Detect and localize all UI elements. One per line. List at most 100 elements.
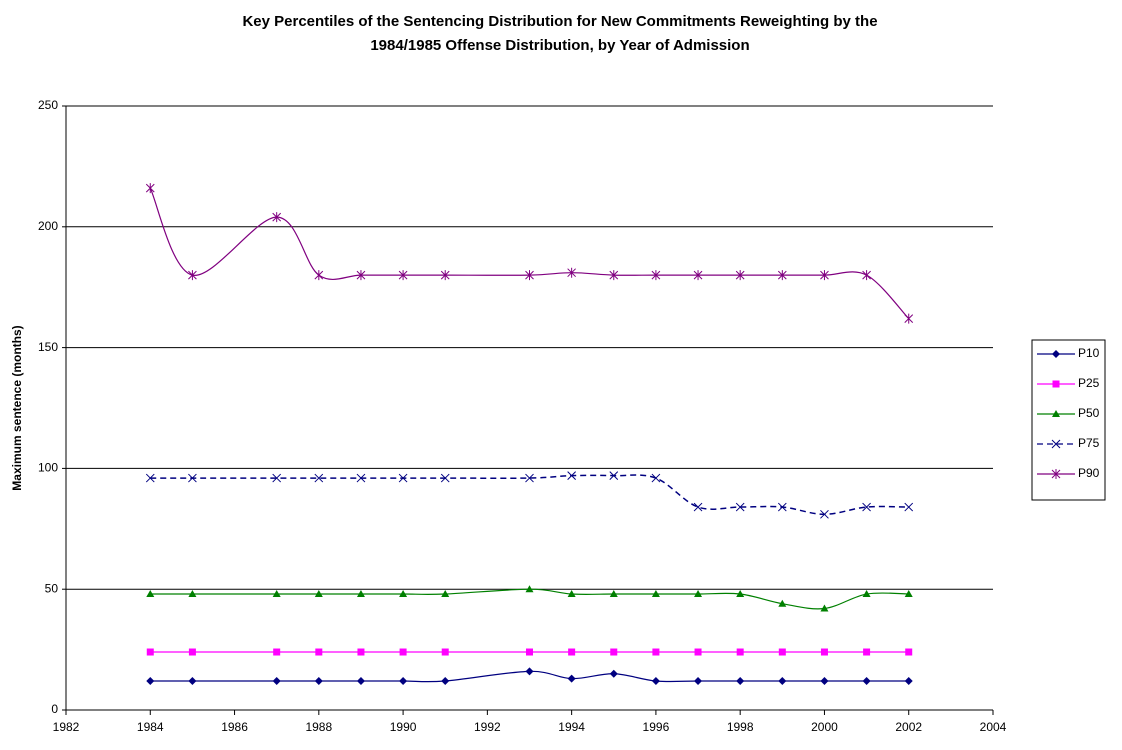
marker <box>567 674 576 683</box>
marker <box>1051 469 1061 479</box>
series-line <box>149 187 910 320</box>
marker <box>820 677 829 686</box>
y-tick-label: 50 <box>45 581 59 595</box>
marker <box>1052 380 1060 388</box>
marker <box>146 677 155 686</box>
marker <box>146 648 154 656</box>
y-tick-label: 150 <box>38 340 58 354</box>
marker <box>609 669 618 678</box>
marker <box>651 270 661 281</box>
marker <box>356 473 366 483</box>
marker <box>693 502 703 512</box>
legend-label: P90 <box>1078 466 1100 480</box>
marker <box>904 502 914 512</box>
marker <box>525 667 534 676</box>
marker <box>610 648 618 656</box>
marker <box>188 473 197 483</box>
marker <box>440 473 450 483</box>
series-line <box>150 588 909 610</box>
marker <box>567 590 576 598</box>
marker <box>693 270 703 281</box>
marker <box>777 270 787 281</box>
marker <box>314 473 324 483</box>
series-line <box>150 670 909 683</box>
marker <box>862 590 871 598</box>
marker <box>567 471 576 481</box>
marker <box>188 270 197 281</box>
marker <box>272 677 281 686</box>
marker <box>820 648 828 656</box>
marker <box>440 270 450 281</box>
x-tick-label: 2002 <box>895 720 922 734</box>
marker <box>863 648 871 656</box>
legend-label: P50 <box>1078 406 1100 420</box>
marker <box>188 590 197 598</box>
marker <box>694 677 703 686</box>
marker <box>314 270 324 281</box>
marker <box>1052 410 1060 417</box>
marker <box>188 677 197 686</box>
marker <box>568 648 576 656</box>
y-tick-label: 100 <box>38 461 58 475</box>
legend-box <box>1031 339 1106 501</box>
marker <box>525 270 534 281</box>
y-tick-label: 250 <box>38 98 58 112</box>
marker <box>145 473 155 483</box>
x-tick-label: 1982 <box>53 720 80 734</box>
marker <box>526 648 533 656</box>
marker <box>441 590 450 598</box>
marker <box>862 502 871 512</box>
marker <box>314 590 323 598</box>
series-line <box>150 474 909 516</box>
marker <box>314 677 323 686</box>
marker <box>778 648 786 656</box>
marker <box>272 473 282 483</box>
x-tick-label: 1998 <box>727 720 754 734</box>
marker <box>651 473 661 483</box>
y-tick-label: 200 <box>38 219 58 233</box>
marker <box>356 677 365 686</box>
marker <box>651 677 660 686</box>
x-tick-label: 1984 <box>137 720 164 734</box>
x-tick-label: 1996 <box>643 720 670 734</box>
x-tick-label: 1990 <box>390 720 417 734</box>
marker <box>651 590 660 598</box>
marker <box>694 590 703 598</box>
marker <box>146 590 155 598</box>
marker <box>1051 439 1061 449</box>
marker <box>904 590 913 598</box>
x-tick-label: 2000 <box>811 720 838 734</box>
marker <box>609 471 619 481</box>
marker <box>145 183 155 194</box>
marker <box>652 648 660 656</box>
marker <box>609 590 618 598</box>
marker <box>778 599 787 607</box>
marker <box>778 677 787 686</box>
marker <box>904 313 914 324</box>
legend-label: P75 <box>1078 436 1100 450</box>
marker <box>1052 350 1060 358</box>
marker <box>820 270 829 281</box>
x-tick-label: 2004 <box>980 720 1007 734</box>
marker <box>904 677 913 686</box>
marker <box>736 590 745 598</box>
marker <box>398 270 408 281</box>
marker <box>736 677 745 686</box>
marker <box>272 212 282 223</box>
marker <box>356 270 366 281</box>
marker <box>862 677 871 686</box>
marker <box>357 648 365 656</box>
marker <box>441 648 449 656</box>
x-tick-label: 1986 <box>221 720 248 734</box>
marker <box>862 270 871 281</box>
marker <box>777 502 787 512</box>
marker <box>188 648 196 656</box>
y-tick-label: 0 <box>51 702 58 716</box>
marker <box>735 270 745 281</box>
x-tick-label: 1992 <box>474 720 501 734</box>
x-tick-label: 1994 <box>558 720 585 734</box>
marker <box>525 585 534 593</box>
marker <box>905 648 913 656</box>
chart-title: Key Percentiles of the Sentencing Distri… <box>242 13 877 30</box>
